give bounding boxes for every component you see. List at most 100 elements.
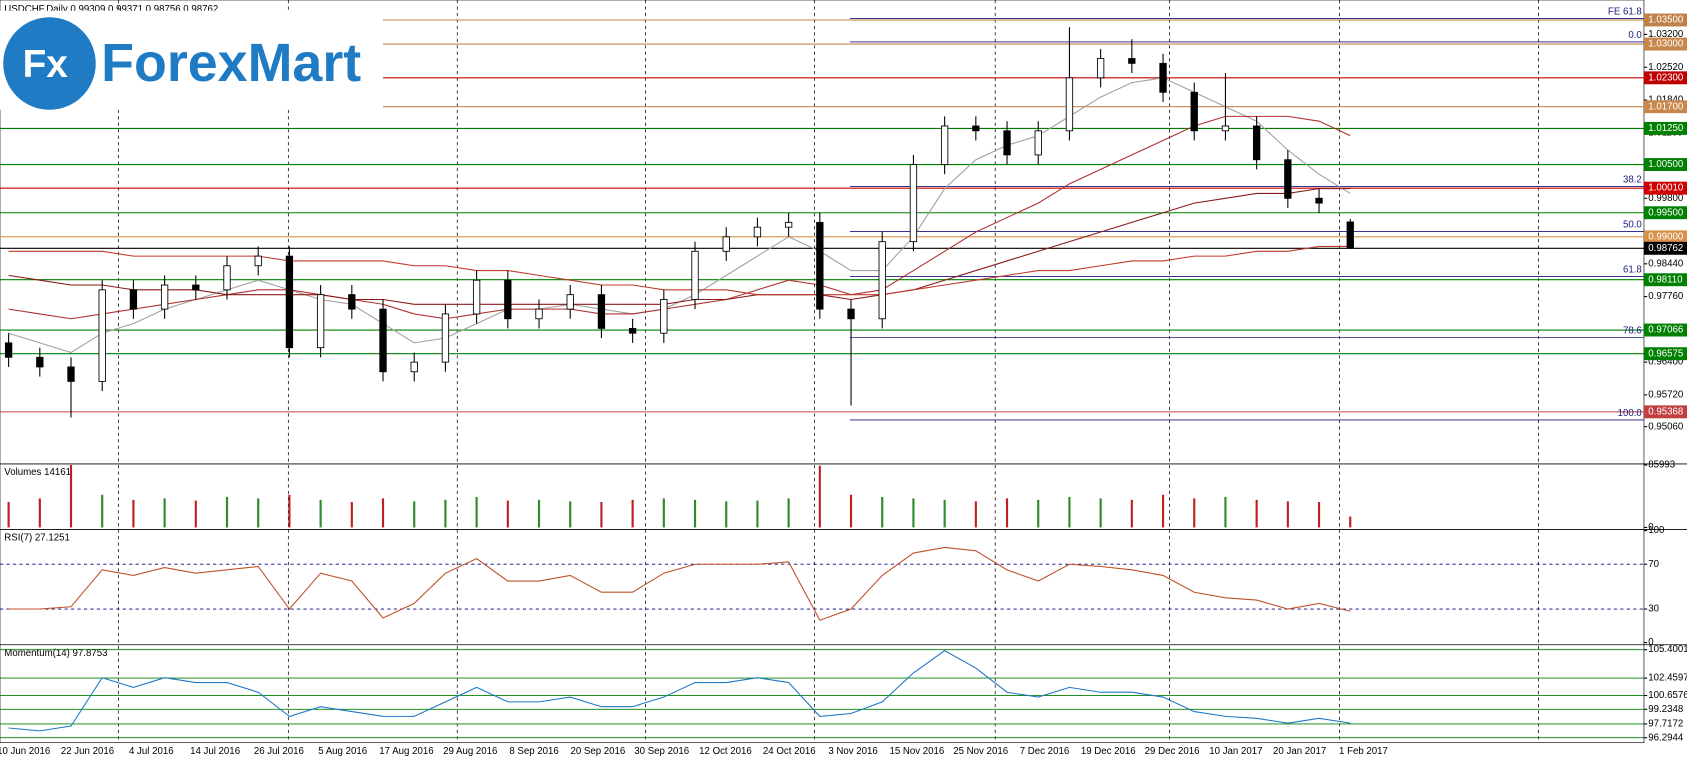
- x-tick-label: 10 Jun 2016: [0, 746, 50, 757]
- price-level-tag: [1643, 347, 1687, 361]
- logo-name: ForexMart: [101, 33, 361, 93]
- volume-bar: [1349, 516, 1352, 528]
- price-level-label: 0.97066: [1648, 325, 1683, 336]
- volume-bar: [1161, 494, 1165, 528]
- price-level-tag: [1643, 100, 1687, 114]
- volume-bar: [413, 501, 416, 528]
- candle-body: [285, 255, 294, 349]
- y-tick-label: 100.6576: [1648, 690, 1687, 701]
- volume-bar: [1130, 499, 1133, 528]
- volume-bar: [1068, 496, 1071, 528]
- y-tick-label: 1.02520: [1648, 62, 1683, 73]
- y-tick-label: 85993: [1648, 460, 1675, 471]
- panel-title: Momentum(14) 97.8753: [4, 648, 107, 659]
- candle-body: [67, 366, 75, 382]
- candle-body: [722, 236, 730, 252]
- volume-bar: [101, 494, 104, 528]
- y-tick-label: 1.03200: [1648, 29, 1683, 40]
- x-tick-label: 22 Jun 2016: [61, 746, 114, 757]
- candle-body: [1159, 62, 1167, 93]
- x-tick-label: 20 Sep 2016: [570, 746, 625, 757]
- candle-body: [98, 289, 106, 382]
- volume-bar: [69, 464, 73, 528]
- volume-bar: [1255, 499, 1258, 528]
- volume-bar: [1286, 501, 1289, 528]
- volume-bar: [1099, 498, 1102, 528]
- x-tick-label: 4 Jul 2016: [129, 746, 174, 757]
- indicator-line: [8, 546, 1351, 621]
- price-level-label: 0.95368: [1648, 406, 1683, 417]
- candle-body: [316, 294, 325, 349]
- price-level-tag: [1643, 37, 1687, 51]
- price-level-label: 1.02300: [1648, 72, 1683, 83]
- y-tick-label: 100: [1648, 525, 1664, 536]
- price-level-label: 0.99500: [1648, 207, 1683, 218]
- volume-bar: [943, 499, 946, 528]
- candle-body: [660, 299, 668, 334]
- volume-bar: [225, 496, 229, 528]
- volume-bar: [569, 501, 572, 528]
- y-tick-label: 0: [1648, 522, 1653, 533]
- candle-body: [753, 226, 762, 238]
- volume-bar: [631, 499, 634, 528]
- price-level-label: 1.00500: [1648, 159, 1683, 170]
- x-tick-label: 3 Nov 2016: [828, 746, 877, 757]
- x-tick-label: 29 Aug 2016: [443, 746, 497, 757]
- fib-label: FE 61.8: [1608, 7, 1642, 18]
- x-tick-label: 5 Aug 2016: [318, 746, 367, 757]
- price-level-label: 0.99000: [1648, 231, 1683, 242]
- volume-bar: [974, 501, 977, 528]
- price-level-label: 0.96575: [1648, 348, 1683, 359]
- candle-body: [535, 308, 543, 320]
- price-level-tag: [1643, 121, 1687, 135]
- logo: Fx ForexMart: [0, 10, 384, 110]
- price-level-tag: [1643, 158, 1687, 172]
- volume-bar: [1317, 502, 1321, 528]
- y-tick-label: 0: [1648, 637, 1653, 648]
- price-level-label: 0.98110: [1648, 274, 1682, 285]
- price-level-tag: [1643, 273, 1687, 287]
- volume-bar: [7, 502, 10, 528]
- candle-body: [410, 361, 418, 373]
- volume-bar: [163, 498, 166, 528]
- candle-body: [628, 327, 637, 334]
- y-tick-label: 0.99800: [1648, 193, 1683, 204]
- volume-bar: [725, 501, 728, 528]
- indicator-line: [8, 650, 1351, 732]
- y-tick-label: 1.01840: [1648, 95, 1683, 106]
- fib-label: 50.0: [1623, 220, 1642, 231]
- x-tick-label: 14 Jul 2016: [190, 746, 240, 757]
- x-tick-label: 8 Sep 2016: [509, 746, 558, 757]
- candle-body: [1034, 130, 1042, 156]
- candle-body: [566, 294, 574, 310]
- y-tick-label: 0.98440: [1648, 258, 1683, 269]
- volume-bar: [319, 499, 322, 528]
- candle-body: [1065, 77, 1074, 132]
- x-tick-label: 7 Dec 2016: [1020, 746, 1069, 757]
- price-level-tag: [1643, 13, 1687, 27]
- x-tick-label: 29 Dec 2016: [1145, 746, 1200, 757]
- volume-bar: [693, 499, 697, 528]
- y-tick-label: 0.95720: [1648, 389, 1683, 400]
- volume-bar: [506, 500, 509, 528]
- x-tick-label: 17 Aug 2016: [379, 746, 433, 757]
- candle-body: [504, 279, 512, 320]
- moving-average: [8, 188, 1351, 305]
- candle-body: [36, 356, 44, 368]
- price-level-tag: [1643, 230, 1687, 244]
- price-level-tag: [1643, 181, 1687, 195]
- candle-body: [1128, 58, 1136, 64]
- volume-bar: [1005, 498, 1009, 528]
- volume-bar: [881, 496, 884, 528]
- price-level-tag: [1643, 241, 1687, 255]
- candle-body: [1096, 58, 1105, 79]
- logo-icon: Fx: [23, 43, 69, 86]
- candle-body: [909, 164, 918, 243]
- volume-bar: [912, 498, 915, 528]
- candle-body: [816, 221, 824, 310]
- volume-bar: [849, 494, 853, 528]
- volume-bar: [1193, 498, 1196, 528]
- candle-body: [691, 250, 699, 300]
- y-tick-label: 0.96400: [1648, 357, 1683, 368]
- y-tick-label: 0.95060: [1648, 421, 1683, 432]
